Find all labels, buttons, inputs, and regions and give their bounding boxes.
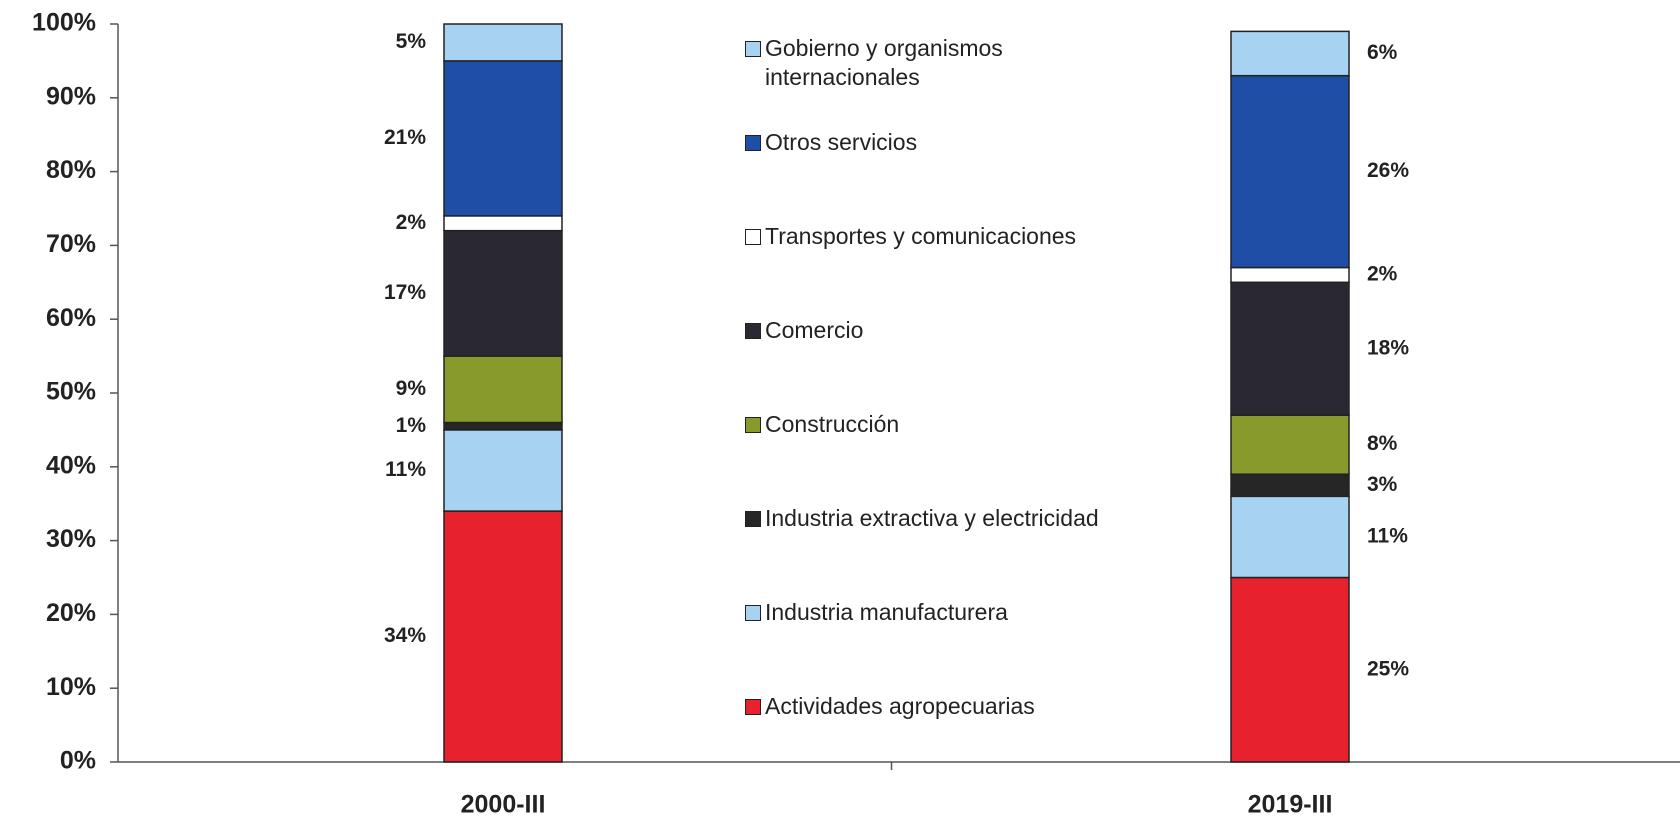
value-label: 21% xyxy=(384,126,426,149)
legend-swatch xyxy=(745,699,761,715)
y-tick-label: 0% xyxy=(60,747,96,775)
value-label: 34% xyxy=(384,624,426,647)
legend-item: Gobierno y organismos internacionales xyxy=(745,34,1003,92)
value-label: 18% xyxy=(1367,336,1409,359)
bar-segment xyxy=(1230,576,1350,763)
value-label: 9% xyxy=(396,377,427,400)
legend-item: Transportes y comunicaciones xyxy=(745,222,1076,251)
legend-swatch xyxy=(745,605,761,621)
y-tick-label: 70% xyxy=(46,230,96,258)
value-label: 11% xyxy=(1367,524,1408,547)
y-tick-label: 40% xyxy=(46,451,96,479)
legend-item: Otros servicios xyxy=(745,128,917,157)
legend-label: Comercio xyxy=(765,317,864,343)
bar-segment xyxy=(1230,473,1350,498)
legend: Gobierno y organismos internacionales Otr… xyxy=(745,0,1185,760)
legend-label: Actividades agropecuarias xyxy=(765,693,1035,719)
value-label: 3% xyxy=(1367,473,1398,496)
y-tick-label: 50% xyxy=(46,378,96,406)
legend-label: Construcción xyxy=(765,411,900,437)
value-label: 2% xyxy=(396,211,427,234)
bar-segment xyxy=(443,421,563,431)
bar-segment xyxy=(1230,414,1350,475)
legend-item: Industria extractiva y electricidad xyxy=(745,504,1099,533)
y-tick-label: 30% xyxy=(46,525,96,553)
legend-item: Comercio xyxy=(745,316,863,345)
value-label: 17% xyxy=(384,281,426,304)
y-tick-label: 20% xyxy=(46,599,96,627)
x-tick-label: 2019-III xyxy=(1248,791,1333,819)
bar-segment xyxy=(443,23,563,62)
bar-segment xyxy=(1230,281,1350,416)
value-label: 26% xyxy=(1367,159,1409,182)
value-label: 11% xyxy=(385,458,426,481)
legend-label: Transportes y comunicaciones xyxy=(765,223,1077,249)
bar-segment xyxy=(443,510,563,763)
legend-item: Industria manufacturera xyxy=(745,598,1008,627)
legend-label: Industria manufacturera xyxy=(765,599,1008,625)
value-label: 2% xyxy=(1367,262,1398,285)
bar-segment xyxy=(443,215,563,232)
bar-segment xyxy=(1230,30,1350,77)
bar-segment xyxy=(443,60,563,217)
legend-label: Gobierno y organismos internacionales xyxy=(765,35,1003,90)
x-tick-label: 2000-III xyxy=(461,791,546,819)
y-tick-label: 90% xyxy=(46,82,96,110)
y-tick-label: 80% xyxy=(46,156,96,184)
y-tick-label: 10% xyxy=(46,673,96,701)
legend-swatch xyxy=(745,229,761,245)
value-label: 5% xyxy=(396,30,427,53)
legend-swatch xyxy=(745,41,761,57)
legend-label: Industria extractiva y electricidad xyxy=(765,505,1099,531)
legend-label: Otros servicios xyxy=(765,129,918,155)
legend-swatch xyxy=(745,417,761,433)
legend-swatch xyxy=(745,135,761,151)
value-label: 8% xyxy=(1367,432,1398,455)
legend-swatch xyxy=(745,323,761,339)
y-tick-label: 60% xyxy=(46,304,96,332)
legend-item: Construcción xyxy=(745,410,899,439)
value-label: 1% xyxy=(396,414,427,437)
bar-segment xyxy=(443,429,563,512)
legend-item: Actividades agropecuarias xyxy=(745,692,1035,721)
legend-swatch xyxy=(745,511,761,527)
bar-segment xyxy=(443,355,563,424)
y-tick-label: 100% xyxy=(32,9,96,37)
bar-segment xyxy=(1230,74,1350,269)
value-label: 6% xyxy=(1367,41,1398,64)
bar-segment xyxy=(1230,495,1350,579)
bar-segment xyxy=(443,229,563,357)
bar-segment xyxy=(1230,266,1350,284)
value-label: 25% xyxy=(1367,657,1409,680)
